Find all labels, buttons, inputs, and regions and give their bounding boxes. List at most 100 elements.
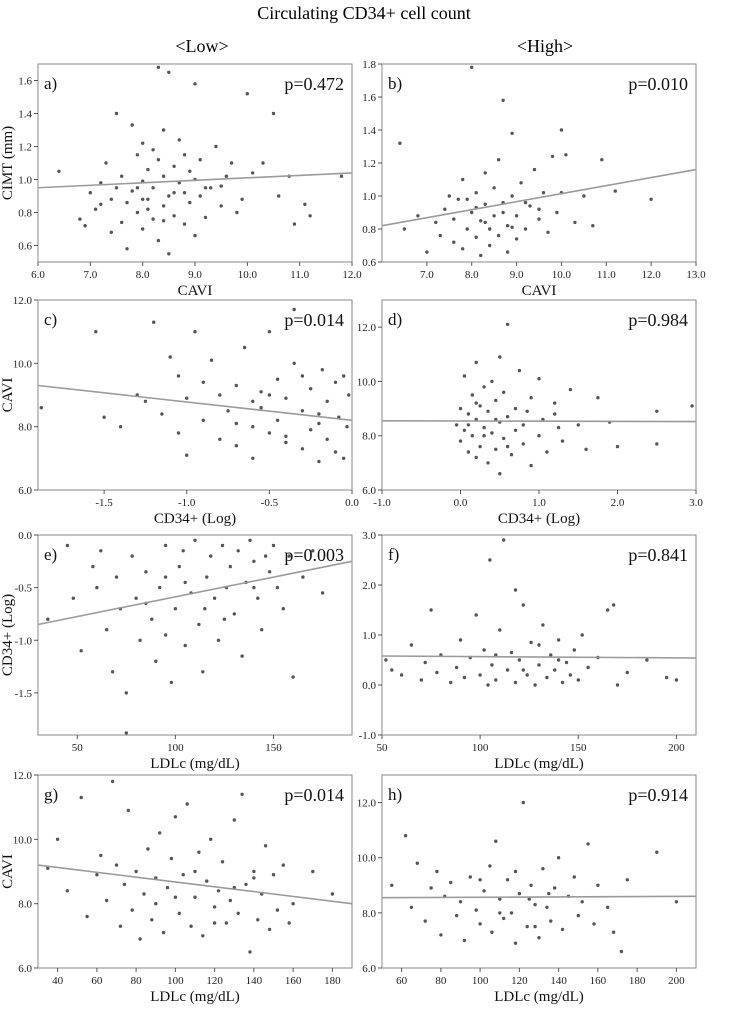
data-point	[110, 779, 115, 784]
data-point	[114, 863, 119, 867]
data-point	[185, 802, 189, 806]
data-point	[553, 401, 557, 405]
data-point	[320, 368, 324, 372]
data-point	[415, 861, 419, 865]
data-point	[423, 660, 427, 665]
data-point	[105, 898, 109, 903]
data-point	[483, 171, 487, 175]
data-point	[218, 393, 222, 397]
data-point	[466, 423, 471, 427]
data-point	[611, 603, 616, 607]
data-point	[291, 675, 295, 679]
data-point	[251, 425, 255, 429]
data-point	[219, 184, 223, 188]
data-point	[220, 860, 225, 864]
data-point	[505, 444, 510, 449]
data-point	[546, 230, 550, 234]
data-point	[619, 949, 624, 954]
data-point	[580, 633, 584, 637]
data-point	[555, 210, 559, 215]
data-point	[134, 596, 138, 600]
p-value-label: p=0.003	[284, 545, 344, 565]
scatter-panel-cimt-vs-cavi-high: 7.0 8.0 9.0 10.0 11.0 12.0 13.0 0.6 0.8 1.0 1.2 1.4…	[362, 59, 706, 299]
data-point	[320, 591, 325, 595]
data-point	[311, 549, 315, 553]
x-tick-label: 100	[472, 742, 489, 754]
data-point	[550, 154, 555, 159]
data-point	[165, 885, 170, 890]
data-point	[220, 543, 225, 548]
data-point	[252, 585, 256, 590]
data-point	[482, 889, 486, 893]
data-point	[549, 653, 553, 657]
data-point	[505, 250, 510, 254]
data-point	[474, 455, 478, 460]
y-tick-label: 2.0	[362, 580, 376, 592]
data-point	[645, 658, 649, 662]
data-point	[219, 204, 223, 208]
data-point	[317, 459, 321, 464]
data-point	[275, 585, 280, 590]
y-tick-label: 1.4	[362, 125, 376, 137]
data-point	[425, 250, 429, 254]
data-point	[545, 675, 549, 680]
data-point	[553, 886, 557, 890]
data-point	[126, 808, 130, 813]
data-point	[347, 393, 351, 397]
data-point	[158, 585, 162, 590]
data-point	[198, 194, 202, 198]
data-point	[496, 158, 501, 162]
data-point	[218, 437, 222, 441]
data-point	[452, 217, 456, 221]
regression-line	[37, 384, 353, 422]
data-point	[130, 123, 134, 127]
data-point	[141, 141, 145, 145]
x-tick-label: 11.0	[290, 269, 309, 281]
data-point	[545, 905, 549, 909]
data-point	[494, 678, 498, 682]
data-point	[502, 916, 506, 921]
data-point	[176, 431, 181, 435]
figure-title: Circulating CD34+ cell count	[257, 3, 471, 23]
data-point	[482, 648, 486, 652]
x-tick-label: 9.0	[188, 269, 202, 281]
x-tick-label: 50	[377, 742, 389, 754]
data-point	[198, 158, 202, 162]
x-tick-label: 80	[435, 975, 447, 987]
x-tick-label: 6.0	[31, 269, 45, 281]
plot-frame	[381, 774, 697, 969]
data-point	[156, 238, 161, 243]
data-point	[172, 214, 176, 218]
x-tick-label: -1.0	[178, 497, 196, 509]
data-point	[510, 131, 514, 135]
data-point	[505, 878, 510, 882]
data-point	[556, 638, 561, 642]
data-point	[403, 834, 408, 838]
y-axis-label: CIMT (mm)	[0, 126, 16, 200]
x-tick-label: -1.5	[95, 497, 113, 509]
data-point	[533, 924, 537, 929]
data-point	[259, 390, 263, 394]
data-point	[490, 663, 494, 667]
data-point	[138, 937, 142, 941]
data-point	[309, 387, 313, 391]
data-point	[250, 171, 255, 175]
data-point	[541, 867, 545, 871]
data-point	[564, 153, 568, 157]
data-point	[271, 873, 276, 877]
data-point	[674, 678, 679, 682]
data-point	[517, 891, 522, 896]
data-point	[167, 194, 171, 198]
data-point	[150, 617, 154, 621]
data-point	[474, 360, 478, 365]
data-point	[559, 128, 564, 132]
data-point	[488, 227, 492, 231]
data-point	[458, 638, 463, 642]
data-point	[505, 322, 510, 327]
data-point	[242, 345, 247, 350]
data-point	[529, 396, 533, 400]
data-point	[560, 927, 565, 932]
x-tick-label: -1.0	[373, 497, 391, 509]
data-point	[690, 404, 694, 408]
data-point	[458, 439, 463, 443]
